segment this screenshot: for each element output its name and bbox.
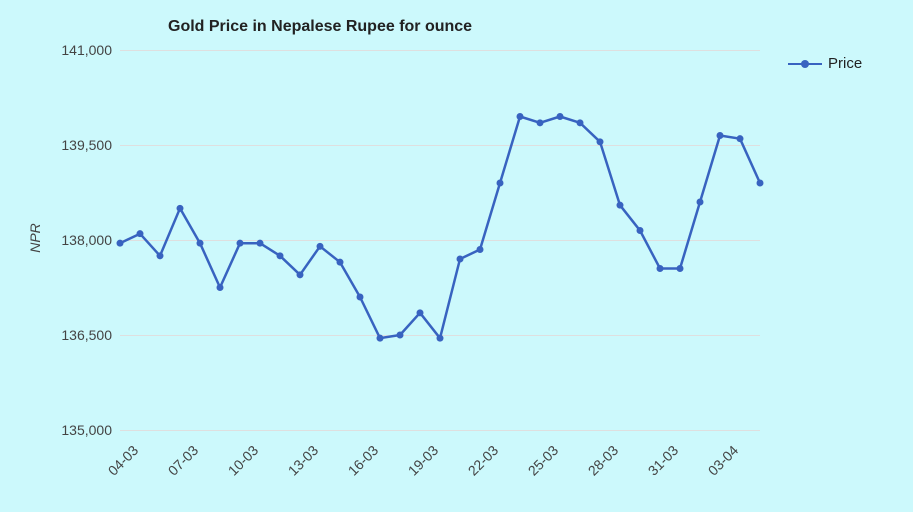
data-point xyxy=(257,240,264,247)
data-point xyxy=(157,252,164,259)
data-point xyxy=(297,271,304,278)
data-point xyxy=(217,284,224,291)
data-point xyxy=(117,240,124,247)
data-point xyxy=(537,119,544,126)
data-point xyxy=(657,265,664,272)
data-point xyxy=(197,240,204,247)
legend-label: Price xyxy=(828,55,862,72)
data-point xyxy=(757,180,764,187)
data-point xyxy=(717,132,724,139)
data-point xyxy=(677,265,684,272)
data-point xyxy=(477,246,484,253)
data-point xyxy=(397,332,404,339)
legend-marker-sample xyxy=(801,60,809,68)
data-point xyxy=(497,180,504,187)
data-point xyxy=(337,259,344,266)
data-point xyxy=(577,119,584,126)
data-point xyxy=(697,199,704,206)
data-point xyxy=(637,227,644,234)
data-point xyxy=(377,335,384,342)
data-point xyxy=(137,230,144,237)
data-point xyxy=(277,252,284,259)
data-point xyxy=(737,135,744,142)
data-point xyxy=(237,240,244,247)
data-point xyxy=(617,202,624,209)
data-point xyxy=(317,243,324,250)
price-line xyxy=(120,117,760,339)
data-point xyxy=(177,205,184,212)
data-point xyxy=(357,294,364,301)
data-point xyxy=(597,138,604,145)
data-point xyxy=(437,335,444,342)
data-point xyxy=(557,113,564,120)
data-point xyxy=(417,309,424,316)
data-point xyxy=(457,256,464,263)
line-chart xyxy=(0,0,913,512)
data-point xyxy=(517,113,524,120)
